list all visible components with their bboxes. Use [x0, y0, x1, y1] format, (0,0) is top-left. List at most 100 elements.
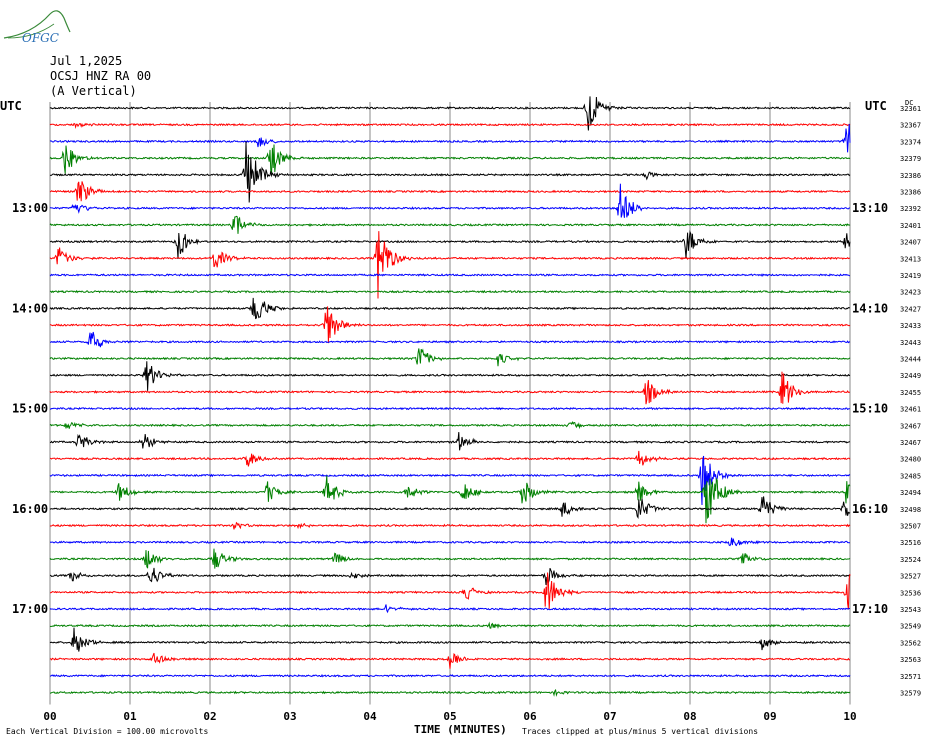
x-tick-label: 09	[763, 710, 776, 723]
trace-line	[49, 122, 851, 130]
dc-offset-label: 32386	[900, 189, 921, 197]
trace-line	[49, 604, 851, 614]
dc-offset-label: 32571	[900, 673, 921, 681]
left-hour-label: 17:00	[12, 602, 48, 616]
dc-offset-label: 32443	[900, 339, 921, 347]
logo-text: OFGC	[22, 31, 59, 45]
seismic-traces	[49, 96, 851, 697]
trace-line	[49, 141, 851, 203]
left-hour-label: 16:00	[12, 502, 48, 516]
trace-line	[49, 96, 851, 131]
dc-offset-label: 32498	[900, 506, 921, 514]
dc-offset-label: 32419	[900, 272, 921, 280]
dc-offset-label: 32413	[900, 255, 921, 263]
dc-offset-label: 32374	[900, 138, 921, 146]
trace-line	[49, 289, 851, 294]
dc-offset-label: 32401	[900, 222, 921, 230]
trace-line	[49, 496, 851, 519]
right-hour-label: 14:10	[852, 301, 888, 315]
left-hour-label: 14:00	[12, 301, 48, 315]
header-component: (A Vertical)	[50, 84, 137, 98]
left-hour-label: 15:00	[12, 402, 48, 416]
trace-line	[49, 273, 851, 277]
x-tick-label: 00	[43, 710, 56, 723]
trace-line	[49, 406, 851, 411]
trace-line	[49, 673, 851, 678]
dc-offset-label: 32480	[900, 456, 921, 464]
ofgc-logo: OFGC	[2, 4, 72, 50]
trace-line	[49, 144, 851, 174]
dc-offset-label: 32427	[900, 305, 921, 313]
dc-offset-label: 32485	[900, 472, 921, 480]
x-tick-label: 05	[443, 710, 456, 723]
dc-offset-label: 32543	[900, 606, 921, 614]
trace-line	[49, 652, 851, 669]
x-tick-label: 08	[683, 710, 696, 723]
right-hour-label: 17:10	[852, 602, 888, 616]
x-tick-label: 04	[363, 710, 377, 723]
dc-offset-label: 32407	[900, 239, 921, 247]
dc-offset-label: 32423	[900, 289, 921, 297]
dc-offset-label: 32392	[900, 205, 921, 213]
dc-offset-label: 32444	[900, 356, 921, 364]
trace-line	[49, 183, 851, 218]
trace-line	[49, 475, 851, 524]
dc-offset-label: 32549	[900, 623, 921, 631]
trace-line	[49, 432, 851, 451]
trace-line	[50, 331, 851, 348]
x-tick-label: 03	[283, 710, 296, 723]
trace-line	[49, 123, 851, 153]
dc-offset-label: 32455	[900, 389, 921, 397]
dc-offset-label: 32367	[900, 122, 921, 130]
dc-offset-label: 32563	[900, 656, 921, 664]
trace-line	[49, 181, 851, 202]
dc-offset-label: 32524	[900, 556, 921, 564]
dc-offset-label: 32527	[900, 573, 921, 581]
x-tick-label: 02	[203, 710, 216, 723]
trace-line	[49, 537, 850, 547]
trace-line	[50, 572, 851, 610]
axis-labels: UTC UTC DC TIME (MINUTES) Each Vertical …	[0, 99, 921, 736]
right-utc-label: UTC	[865, 99, 887, 113]
trace-line	[49, 621, 851, 629]
dc-offset-label: 32467	[900, 422, 921, 430]
x-tick-label: 06	[523, 710, 537, 723]
trace-line	[49, 229, 851, 260]
dc-offset-label: 32386	[900, 172, 921, 180]
scale-note: Each Vertical Division = 100.00 microvol…	[6, 727, 208, 736]
x-tick-label: 07	[603, 710, 616, 723]
dc-offset-label: 32449	[900, 372, 921, 380]
trace-line	[50, 688, 851, 697]
dc-offset-label: 32516	[900, 539, 921, 547]
x-axis-title: TIME (MINUTES)	[414, 723, 507, 736]
dc-offset-label: 32379	[900, 155, 921, 163]
dc-offset-label: 32507	[900, 523, 921, 531]
left-utc-label: UTC	[0, 99, 22, 113]
dc-offset-label: 32562	[900, 639, 921, 647]
trace-line	[49, 297, 851, 320]
trace-line	[49, 348, 851, 367]
header-station: OCSJ HNZ RA 00	[50, 69, 152, 83]
dc-column-header: DC	[905, 99, 913, 107]
left-hour-label: 13:00	[12, 201, 48, 215]
trace-line	[49, 231, 851, 299]
dc-offset-label: 32494	[900, 489, 921, 497]
trace-line	[49, 361, 851, 391]
trace-line	[49, 627, 851, 652]
x-tick-label: 10	[843, 710, 856, 723]
right-hour-label: 13:10	[852, 201, 888, 215]
clip-note: Traces clipped at plus/minus 5 vertical …	[522, 727, 758, 736]
trace-line	[49, 548, 851, 569]
x-tick-label: 01	[123, 710, 137, 723]
right-hour-label: 16:10	[852, 502, 888, 516]
dc-offset-label: 32461	[900, 406, 921, 414]
dc-offset-label: 32361	[900, 105, 921, 113]
trace-line	[49, 567, 851, 586]
trace-line	[49, 306, 851, 344]
trace-line	[50, 450, 851, 467]
dc-offset-label: 32433	[900, 322, 921, 330]
grid-lines	[49, 102, 851, 705]
trace-line	[49, 420, 851, 430]
right-hour-label: 15:10	[852, 402, 888, 416]
